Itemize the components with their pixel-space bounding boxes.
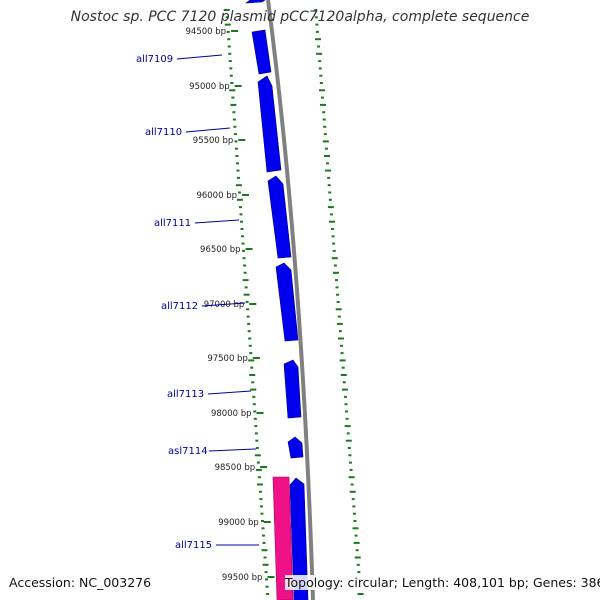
gene-label-all7109: all7109 [136, 54, 173, 65]
ruler-label: 97000 bp [204, 300, 245, 310]
ruler-label: 96500 bp [200, 245, 241, 255]
ruler-label: 99000 bp [218, 518, 259, 528]
plasmid-backbone [251, 0, 329, 600]
forward-gene-arrow [287, 436, 304, 459]
ruler-label: 98500 bp [215, 463, 256, 473]
forward-gene-arrow [245, 0, 266, 4]
ruler-label: 94500 bp [186, 27, 227, 37]
gene-label-all7110: all7110 [145, 127, 182, 138]
gene-label-all7115: all7115 [175, 540, 212, 551]
map-title: Nostoc sp. PCC 7120 plasmid pCC7120alpha… [70, 9, 530, 25]
gene-label-leader [194, 219, 240, 224]
ruler-label: 97500 bp [207, 354, 248, 364]
gene-label-leader [207, 390, 252, 395]
forward-gene-arrow [257, 75, 282, 173]
gene-label-leader [185, 127, 231, 133]
forward-gene-arrow [251, 29, 272, 75]
gene-label-asl7114: asl7114 [168, 446, 208, 457]
ruler-label: 98000 bp [211, 409, 252, 419]
ruler-label: 95000 bp [189, 82, 230, 92]
gene-label-leader [176, 54, 223, 60]
ruler-ticks: 94500 bp 95000 bp 95500 bp 96000 bp 96500 bp… [186, 27, 275, 583]
forward-gene-arrow [283, 359, 302, 419]
summary-text: Topology: circular; Length: 408,101 bp; … [285, 575, 600, 590]
forward-gene-arrow [267, 175, 292, 259]
gene-label-all7113: all7113 [167, 389, 204, 400]
ruler-label: 99500 bp [222, 573, 263, 583]
reverse-gene-arrow [272, 476, 294, 600]
forward-gene-arrow [275, 262, 299, 342]
gene-label-leader [208, 448, 257, 452]
ruler-label: 96000 bp [196, 191, 237, 201]
backbone-line [266, 0, 315, 600]
accession-text: Accession: NC_003276 [9, 575, 152, 590]
gene-label-leader [201, 302, 246, 307]
gene-label-all7111: all7111 [154, 218, 191, 229]
ruler-label: 95500 bp [193, 136, 234, 146]
gene-labels: all7109 all7110 all7111 all7112 all7113 asl71… [136, 54, 259, 551]
gene-label-all7112: all7112 [161, 301, 198, 312]
gc-skew-ticks [223, 9, 364, 595]
gene-track [245, 0, 309, 600]
